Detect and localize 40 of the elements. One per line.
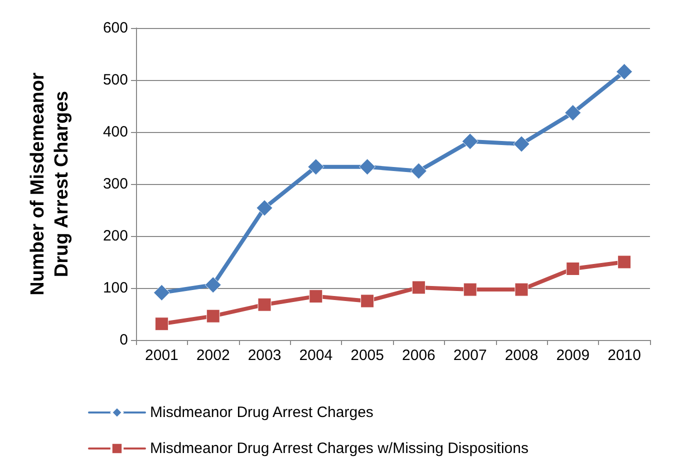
y-tick-label: 400 — [102, 124, 128, 140]
y-tick-label: 300 — [102, 176, 128, 192]
y-tick-label: 100 — [102, 280, 128, 296]
x-tick-label: 2008 — [504, 347, 538, 364]
x-tick-label: 2006 — [402, 347, 436, 364]
point — [463, 282, 477, 296]
point — [308, 158, 324, 176]
point — [513, 136, 530, 152]
point — [410, 162, 427, 180]
y-tick-label: 200 — [102, 228, 128, 244]
x-tick-label: 2003 — [248, 347, 282, 364]
point — [258, 298, 272, 312]
x-tick-label: 2001 — [145, 347, 178, 364]
x-tick-label: 2009 — [556, 347, 590, 364]
point — [206, 309, 220, 323]
legend-label: Misdmeanor Drug Arrest Charges — [150, 404, 374, 421]
point — [412, 280, 426, 294]
point — [359, 158, 376, 176]
point — [309, 290, 323, 304]
y-axis-title: Number of Misdemeanor Drug Arrest Charges — [28, 72, 72, 296]
y-tick-label: 600 — [102, 20, 128, 36]
legend-label: Misdmeanor Drug Arrest Charges w/Missing Dispositions — [150, 440, 528, 457]
point — [564, 104, 582, 122]
point — [204, 276, 222, 294]
x-tick-label: 2004 — [299, 347, 333, 364]
point — [618, 255, 632, 269]
x-tick-label: 2007 — [453, 347, 487, 364]
point — [514, 282, 528, 296]
x-tick-label: 2010 — [608, 347, 641, 364]
point — [616, 63, 633, 80]
x-tick-label: 2005 — [350, 347, 384, 364]
point — [256, 200, 273, 216]
point — [462, 133, 478, 150]
point — [153, 284, 170, 301]
point — [154, 317, 168, 331]
y-tick-label: 500 — [102, 72, 128, 88]
point — [360, 294, 374, 308]
x-tick-label: 2002 — [196, 347, 230, 364]
y-tick-label: 0 — [120, 332, 128, 348]
point — [566, 262, 580, 276]
